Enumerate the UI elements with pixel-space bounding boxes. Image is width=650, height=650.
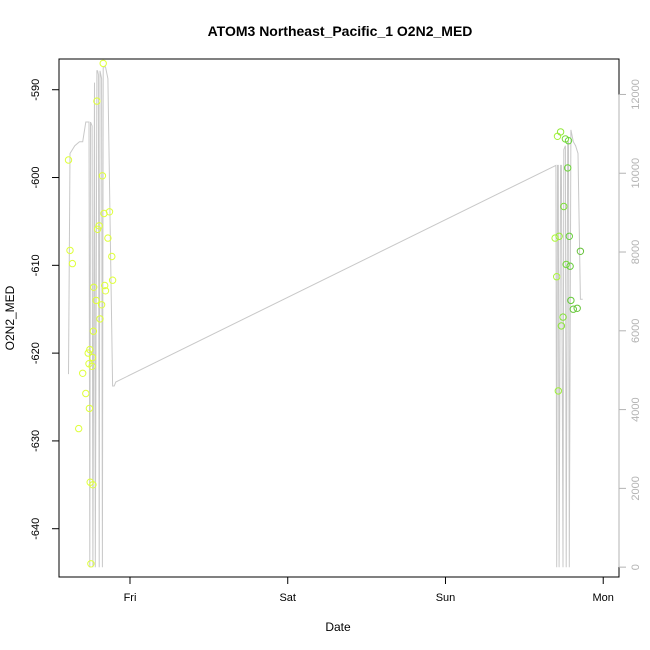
series-line — [68, 66, 583, 568]
line-series — [68, 66, 583, 568]
y-tick-label: -610 — [30, 254, 42, 276]
y2-tick-label: 4000 — [630, 397, 642, 421]
data-point — [564, 137, 573, 145]
x-axis: Fri Sat Sun Mon — [124, 576, 614, 604]
data-point — [99, 59, 107, 68]
y2-tick-label: 12000 — [630, 79, 642, 110]
y-tick-label: -600 — [30, 167, 42, 189]
data-point — [88, 362, 96, 370]
x-tick-label: Fri — [124, 592, 137, 604]
data-point — [566, 262, 574, 270]
data-point — [553, 273, 561, 281]
data-point — [562, 260, 570, 269]
y2-tick-label: 10000 — [630, 158, 642, 189]
data-point — [66, 246, 74, 255]
y-tick-label: -630 — [30, 430, 42, 452]
x-tick-label: Sat — [279, 592, 296, 604]
y2-axis: 0 2000 4000 6000 8000 10000 12000 — [618, 79, 642, 570]
data-point — [564, 164, 572, 172]
y2-tick-label: 6000 — [630, 319, 642, 343]
data-point — [573, 304, 581, 312]
data-point — [557, 322, 566, 330]
data-point — [108, 276, 117, 284]
x-axis-label: Date — [325, 620, 351, 634]
x-tick-label: Mon — [593, 592, 614, 604]
data-point — [87, 560, 95, 568]
data-point — [92, 296, 100, 305]
y-tick-label: -640 — [30, 518, 42, 540]
data-point — [551, 234, 559, 242]
x-tick-label: Sun — [436, 592, 456, 604]
data-point — [90, 283, 98, 291]
data-point — [75, 424, 83, 433]
y-tick-label: -620 — [30, 342, 42, 364]
data-point — [89, 481, 97, 489]
data-point — [565, 232, 573, 241]
data-point — [567, 296, 575, 305]
data-point — [555, 232, 563, 241]
data-point — [108, 252, 116, 261]
data-point — [93, 225, 102, 234]
data-point — [101, 281, 109, 290]
data-point — [98, 172, 107, 180]
data-point — [97, 301, 106, 309]
data-point — [68, 259, 77, 268]
data-point — [93, 97, 101, 105]
data-point — [104, 234, 112, 242]
y-axis: -640 -630 -620 -610 -600 -590 — [30, 79, 60, 540]
data-point — [84, 349, 92, 357]
point-series — [64, 59, 585, 568]
y2-tick-label: 0 — [630, 564, 642, 570]
data-point — [85, 404, 94, 413]
chart-title: ATOM3 Northeast_Pacific_1 O2N2_MED — [208, 23, 473, 39]
data-point — [560, 202, 568, 211]
data-point — [554, 387, 562, 395]
data-point — [95, 222, 103, 230]
y-axis-label: O2N2_MED — [3, 285, 17, 350]
data-point — [559, 313, 567, 321]
data-point — [89, 327, 98, 335]
data-point — [86, 345, 94, 354]
y-tick-label: -590 — [30, 79, 42, 101]
data-point — [88, 353, 97, 362]
data-point — [569, 305, 577, 313]
data-point — [105, 208, 114, 216]
y2-tick-label: 8000 — [630, 240, 642, 264]
y2-tick-label: 2000 — [630, 476, 642, 500]
data-point — [556, 128, 565, 136]
data-point — [101, 287, 110, 295]
data-point — [64, 156, 73, 164]
data-point — [79, 369, 87, 377]
data-point — [96, 315, 104, 323]
data-point — [82, 389, 90, 398]
data-point — [576, 247, 585, 256]
